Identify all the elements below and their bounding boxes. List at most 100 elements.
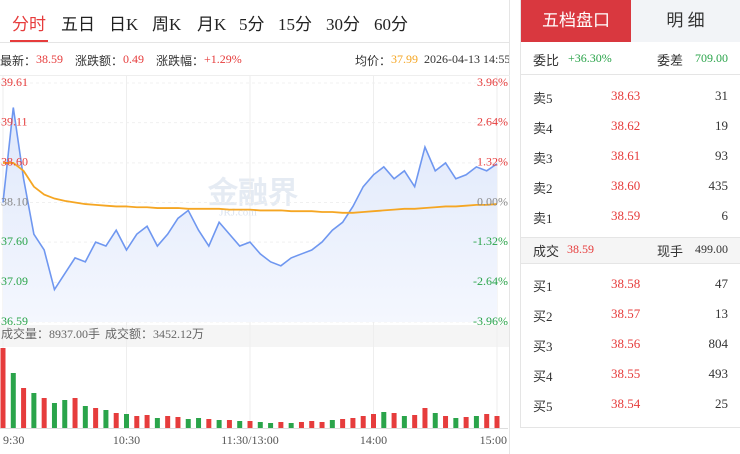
period-tab[interactable]: 周K	[152, 15, 182, 34]
volume-bar	[350, 418, 356, 428]
volume-bar	[144, 415, 150, 428]
volume-bar	[473, 416, 479, 428]
x-tick-label: 11:30/13:00	[221, 433, 279, 447]
sell-volume: 435	[708, 178, 729, 193]
diff-label: 委差	[657, 53, 684, 68]
buy-label: 买2	[533, 309, 553, 324]
volume-bar	[72, 398, 78, 428]
volume-bar	[381, 412, 387, 428]
volume-bar	[113, 413, 119, 428]
volume-bar	[21, 388, 27, 428]
volume-bar	[422, 408, 428, 428]
volume-bar	[226, 420, 232, 428]
volume-bar	[103, 410, 109, 428]
volume-bar	[185, 419, 191, 428]
volume-bar	[154, 418, 160, 428]
volume-bar	[196, 418, 202, 428]
volume-bar	[391, 413, 397, 428]
buy-volume: 13	[715, 306, 728, 321]
average-line	[3, 162, 498, 214]
buy-price: 38.58	[611, 276, 641, 291]
y-tick-label: 37.09	[1, 274, 28, 288]
volume-bar	[124, 414, 129, 428]
sell-price: 38.63	[611, 88, 641, 103]
y-tick-label: 36.59	[1, 314, 28, 328]
volume-bar	[329, 420, 335, 428]
period-tab[interactable]: 分时	[12, 15, 46, 34]
info-latest-label: 最新：	[0, 54, 37, 68]
volume-bar	[288, 423, 294, 428]
y2-tick-label: -2.64%	[473, 274, 508, 288]
volume-bar	[82, 406, 88, 428]
info-pct: +1.29%	[204, 52, 242, 66]
volume-bar	[432, 413, 438, 428]
volume-bar	[412, 415, 418, 428]
sell-volume: 19	[715, 118, 728, 133]
volume-header-bg	[0, 325, 510, 347]
period-tab[interactable]: 15分	[278, 15, 312, 34]
period-tab[interactable]: 五日	[61, 15, 95, 34]
volume-bar	[484, 414, 490, 428]
sell-price: 38.62	[611, 118, 641, 133]
period-tab[interactable]: 5分	[239, 15, 265, 34]
y-tick-label: 39.61	[1, 75, 28, 89]
y-tick-label: 38.10	[1, 194, 28, 208]
volume-bar	[340, 419, 346, 428]
buy-volume: 47	[715, 276, 728, 291]
ratio-label: 委比	[533, 53, 560, 68]
info-avg-label: 均价：	[355, 54, 392, 68]
volume-bar	[319, 422, 325, 428]
buy-label: 买1	[533, 279, 553, 294]
buy-volume: 493	[708, 366, 729, 381]
info-pct-label: 涨跌幅：	[156, 54, 205, 68]
buy-price: 38.54	[611, 396, 641, 411]
y2-tick-label: 2.64%	[477, 115, 508, 129]
y-tick-label: 39.11	[1, 114, 28, 128]
volume-bar	[165, 416, 171, 428]
sell-label: 卖5	[533, 91, 553, 106]
book-tab[interactable]: 五档盘口	[521, 0, 631, 42]
info-latest: 38.59	[36, 52, 63, 66]
hand: 499.00	[695, 242, 728, 256]
volume-bar	[309, 421, 315, 428]
y2-tick-label: 1.32%	[477, 154, 508, 168]
sell-price: 38.61	[611, 148, 641, 163]
watermark-site: JRJ.com	[219, 207, 257, 219]
sell-label: 卖3	[533, 151, 553, 166]
sell-volume: 93	[715, 148, 728, 163]
sell-label: 卖4	[533, 121, 553, 136]
volume-bar	[401, 416, 407, 428]
chart: 金融界 JRJ.com 39.61 39.11 38.60 38.10 37.60 37.…	[0, 0, 510, 454]
period-tab[interactable]: 月K	[197, 15, 227, 34]
chart-panel: 分时 五日 日K 周K 月K 5分 15分 30分 60分 最新： 38.59 涨跌额： 0.49 涨跌…	[0, 0, 510, 454]
ratio: +36.30%	[568, 51, 612, 65]
info-avg: 37.99	[391, 52, 418, 66]
volume-bar	[463, 417, 469, 428]
buy-volume: 25	[715, 396, 728, 411]
volume-bar	[51, 403, 57, 428]
volume-bar	[360, 416, 366, 428]
x-tick-label: 15:00	[480, 433, 507, 447]
volume-bar	[41, 398, 47, 428]
volume-bar	[443, 416, 449, 428]
price-area	[3, 107, 497, 322]
volume-bar	[216, 420, 222, 428]
volume-bar	[371, 414, 376, 428]
period-tab[interactable]: 30分	[326, 15, 360, 34]
diff: 709.00	[695, 51, 728, 65]
volume-bar	[298, 422, 304, 428]
volume-bar	[0, 348, 6, 428]
y2-tick-label: -1.32%	[473, 234, 508, 248]
period-tab[interactable]: 日K	[109, 15, 139, 34]
volume-bar	[247, 421, 253, 428]
volume-bar	[10, 373, 16, 428]
buy-price: 38.56	[611, 336, 641, 351]
volume-bar	[237, 421, 243, 428]
period-tab[interactable]: 60分	[374, 15, 408, 34]
volume-bar	[134, 416, 140, 428]
sell-price: 38.60	[611, 178, 641, 193]
x-tick-label: 14:00	[360, 433, 387, 447]
buy-volume: 804	[708, 336, 729, 351]
watermark: 金融界	[207, 176, 298, 210]
book-tab[interactable]: 明 细	[631, 0, 740, 42]
